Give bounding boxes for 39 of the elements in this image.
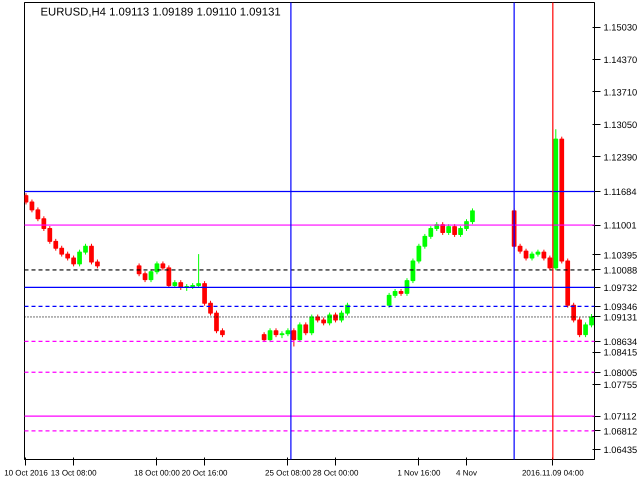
ref-line-label: 1.06812 [604, 426, 638, 436]
chart-title: EURUSD,H4 1.09113 1.09189 1.09110 1.09131 [40, 6, 281, 18]
candlestick [292, 328, 296, 347]
y-tick-label: 1.06435 [604, 444, 638, 455]
y-tick-label: 1.13710 [604, 87, 638, 98]
candlestick [446, 224, 452, 236]
y-tick-label: 1.15030 [604, 22, 638, 33]
y-tick-label: 1.14370 [604, 55, 638, 65]
y-tick-label: 1.07755 [604, 380, 638, 390]
y-tick-label: 1.12390 [604, 152, 638, 162]
x-tick-label: 13 Oct 08:00 [50, 468, 98, 478]
candlestick [268, 328, 272, 343]
y-tick-label: 1.13050 [604, 120, 638, 130]
ref-line-label: 1.11001 [604, 220, 637, 231]
x-tick-label: 18 Oct 00:00 [134, 468, 180, 478]
x-tick-label: 1 Nov 16:00 [397, 468, 442, 478]
ref-line-label: 2016.11.09 04:00 [522, 468, 584, 478]
ref-line-label: 1.07112 [604, 412, 637, 422]
candlestick [327, 312, 332, 326]
candlestick [333, 312, 338, 323]
x-tick-label: 4 Nov [456, 468, 477, 478]
candlestick [297, 322, 302, 343]
ref-line-label: 1.08634 [604, 336, 638, 347]
x-tick-label: 25 Oct 08:00 [265, 468, 312, 478]
ref-line-label: 1.08005 [604, 368, 638, 378]
ref-line-label: 1.11684 [604, 186, 637, 197]
candlestick [309, 314, 314, 336]
y-tick-label: 1.08415 [604, 348, 638, 358]
y-tick-label: 1.10395 [604, 250, 638, 260]
ref-line-label: 1.10088 [604, 265, 638, 276]
x-tick-label: 10 Oct 2016 [4, 468, 48, 478]
candlestick [262, 332, 266, 343]
x-tick-label: 20 Oct 16:00 [182, 468, 228, 478]
x-tick-label: 28 Oct 00:00 [312, 468, 359, 478]
ref-line-label: 1.09131 [604, 312, 638, 322]
candlestick [452, 224, 457, 238]
ref-line-label: 1.09346 [604, 302, 638, 312]
ref-line-label: 1.09732 [604, 282, 638, 293]
candlestick [303, 322, 308, 336]
